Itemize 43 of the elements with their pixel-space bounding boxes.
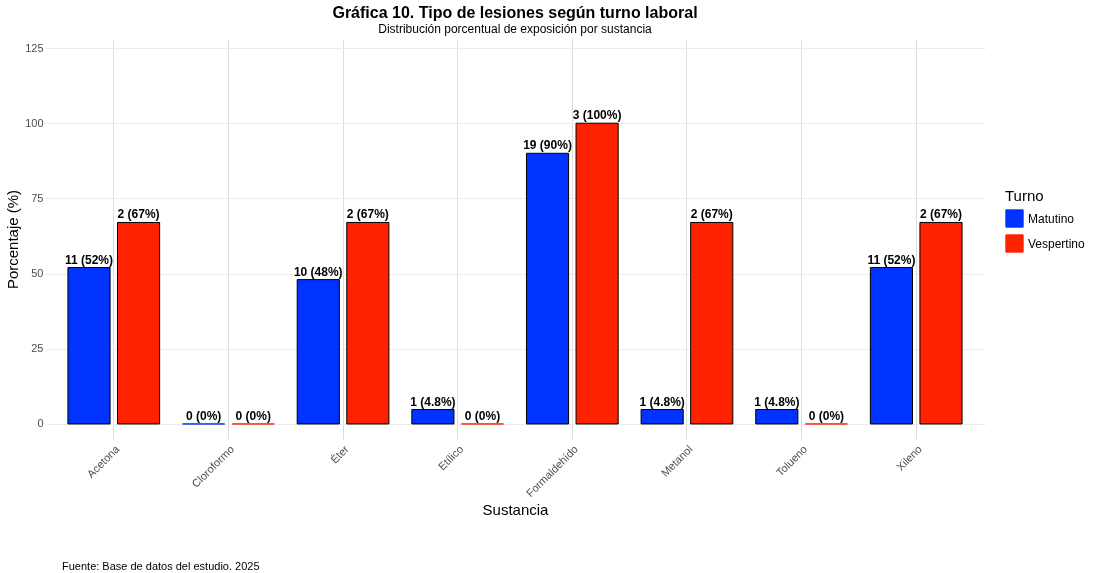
data-label: 19 (90%)	[523, 138, 572, 153]
data-label: 1 (4.8%)	[639, 394, 685, 409]
bar	[690, 221, 734, 425]
y-tick-label: 100	[25, 116, 44, 129]
y-tick-label: 75	[31, 191, 44, 204]
data-label: 0 (0%)	[808, 408, 845, 423]
legend-label: Vespertino	[1028, 236, 1086, 251]
y-tick-label: 50	[31, 267, 44, 280]
y-axis-title: Porcentaje (%)	[4, 189, 22, 290]
bar	[411, 409, 455, 425]
bar	[525, 152, 570, 425]
data-label: 1 (4.8%)	[754, 394, 800, 409]
data-label: 0 (0%)	[235, 408, 271, 423]
y-tick-label: 25	[31, 342, 44, 355]
chart-subtitle: Distribución porcentual de exposición por sustancia	[378, 22, 653, 36]
data-label: 10 (48%)	[293, 264, 343, 279]
x-axis-title: Sustancia	[482, 501, 550, 519]
bar	[346, 221, 390, 425]
data-label: 0 (0%)	[464, 408, 501, 423]
y-tick-label: 0	[37, 417, 44, 430]
bar	[919, 221, 963, 425]
bar	[575, 122, 619, 425]
data-label: 2 (67%)	[690, 207, 733, 222]
x-tick-label: Éter	[328, 442, 352, 466]
bar	[117, 221, 161, 425]
data-label: 11 (52%)	[64, 252, 114, 267]
data-label: 0 (0%)	[185, 408, 222, 423]
data-label: 1 (4.8%)	[410, 394, 456, 409]
source-note: Fuente: Base de datos del estudio. 2025	[62, 560, 260, 572]
bar	[869, 267, 913, 425]
data-label: 2 (67%)	[117, 207, 160, 222]
bar	[67, 267, 111, 425]
data-label: 2 (67%)	[919, 207, 963, 222]
bar	[755, 409, 799, 425]
bar	[296, 279, 340, 425]
data-label: 3 (100%)	[572, 108, 622, 123]
data-label: 2 (67%)	[346, 207, 389, 222]
y-tick-label: 125	[25, 41, 44, 54]
legend-label: Matutino	[1028, 211, 1075, 226]
chart-title: Gráfica 10. Tipo de lesiones según turno laboral	[332, 4, 698, 21]
legend-title: Turno	[1005, 187, 1044, 204]
bar	[640, 409, 684, 425]
data-label: 11 (52%)	[867, 252, 916, 267]
